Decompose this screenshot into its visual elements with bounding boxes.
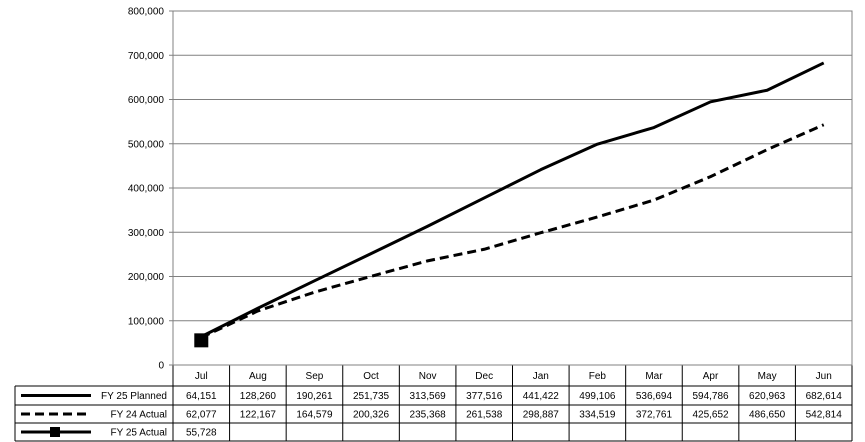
- table-value-cell: 261,538: [466, 410, 503, 421]
- data-table: Jul Aug Sep Oct Nov Dec Jan Feb Mar Apr May Jun FY 2…: [14, 364, 853, 442]
- x-category-label: Sep: [306, 371, 324, 382]
- x-category-label: Feb: [589, 371, 607, 382]
- table-value-cell: 499,106: [579, 391, 616, 402]
- y-tick-label: 800,000: [128, 7, 165, 18]
- table-value-cell: 128,260: [240, 391, 277, 402]
- y-tick-label: 600,000: [128, 95, 165, 106]
- y-tick-label: 700,000: [128, 51, 165, 62]
- x-category-label: Oct: [363, 371, 379, 382]
- table-value-cell: 542,814: [806, 410, 843, 421]
- table-value-cell: 251,735: [353, 391, 390, 402]
- table-value-cell: 55,728: [186, 428, 217, 439]
- y-tick-label: 200,000: [128, 272, 165, 283]
- y-tick-label: 300,000: [128, 228, 165, 239]
- x-category-label: Mar: [645, 371, 663, 382]
- table-value-cell: 190,261: [296, 391, 333, 402]
- table-value-cell: 62,077: [186, 410, 217, 421]
- y-axis-ticks: 0 100,000 200,000 300,000 400,000 500,000 600,…: [128, 7, 173, 372]
- series-line-1: [200, 61, 825, 338]
- table-value-cell: 594,786: [692, 391, 729, 402]
- x-category-label: Aug: [249, 371, 267, 382]
- legend-series-name: FY 24 Actual: [110, 410, 167, 421]
- table-value-cell: 620,963: [749, 391, 786, 402]
- x-category-label: Nov: [419, 371, 437, 382]
- table-value-cell: 441,422: [523, 391, 560, 402]
- y-tick-label: 100,000: [128, 316, 165, 327]
- x-category-label: May: [758, 371, 777, 382]
- table-value-cell: 372,761: [636, 410, 673, 421]
- table-value-cell: 313,569: [410, 391, 447, 402]
- y-tick-label: 500,000: [128, 139, 165, 150]
- table-value-cell: 486,650: [749, 410, 786, 421]
- y-tick-label: 0: [158, 361, 164, 372]
- table-value-cell: 377,516: [466, 391, 503, 402]
- table-value-cell: 298,887: [523, 410, 560, 421]
- x-category-label: Jun: [816, 371, 832, 382]
- x-category-label: Apr: [703, 371, 719, 382]
- table-value-cell: 235,368: [410, 410, 447, 421]
- table-value-cell: 334,519: [579, 410, 616, 421]
- series-markers: [194, 333, 209, 348]
- series-lines: [200, 61, 825, 339]
- table-value-cell: 200,326: [353, 410, 390, 421]
- table-value-cell: 682,614: [806, 391, 843, 402]
- table-value-cell: 536,694: [636, 391, 673, 402]
- series-line-2: [200, 123, 825, 339]
- table-value-cell: 122,167: [240, 410, 277, 421]
- legend-series-name: FY 25 Planned: [101, 391, 167, 402]
- grid-lines: [173, 54, 852, 322]
- x-category-label: Jul: [195, 371, 208, 382]
- table-value-cell: 64,151: [186, 391, 217, 402]
- x-category-label: Jan: [533, 371, 549, 382]
- table-value-cell: 425,652: [692, 410, 729, 421]
- legend-key-marker: [50, 427, 60, 437]
- x-category-label: Dec: [475, 371, 493, 382]
- table-value-cell: 164,579: [296, 410, 333, 421]
- y-tick-label: 400,000: [128, 184, 165, 195]
- legend-series-name: FY 25 Actual: [110, 428, 167, 439]
- data-point-marker: [194, 333, 209, 348]
- plot-area-frame: [172, 10, 853, 366]
